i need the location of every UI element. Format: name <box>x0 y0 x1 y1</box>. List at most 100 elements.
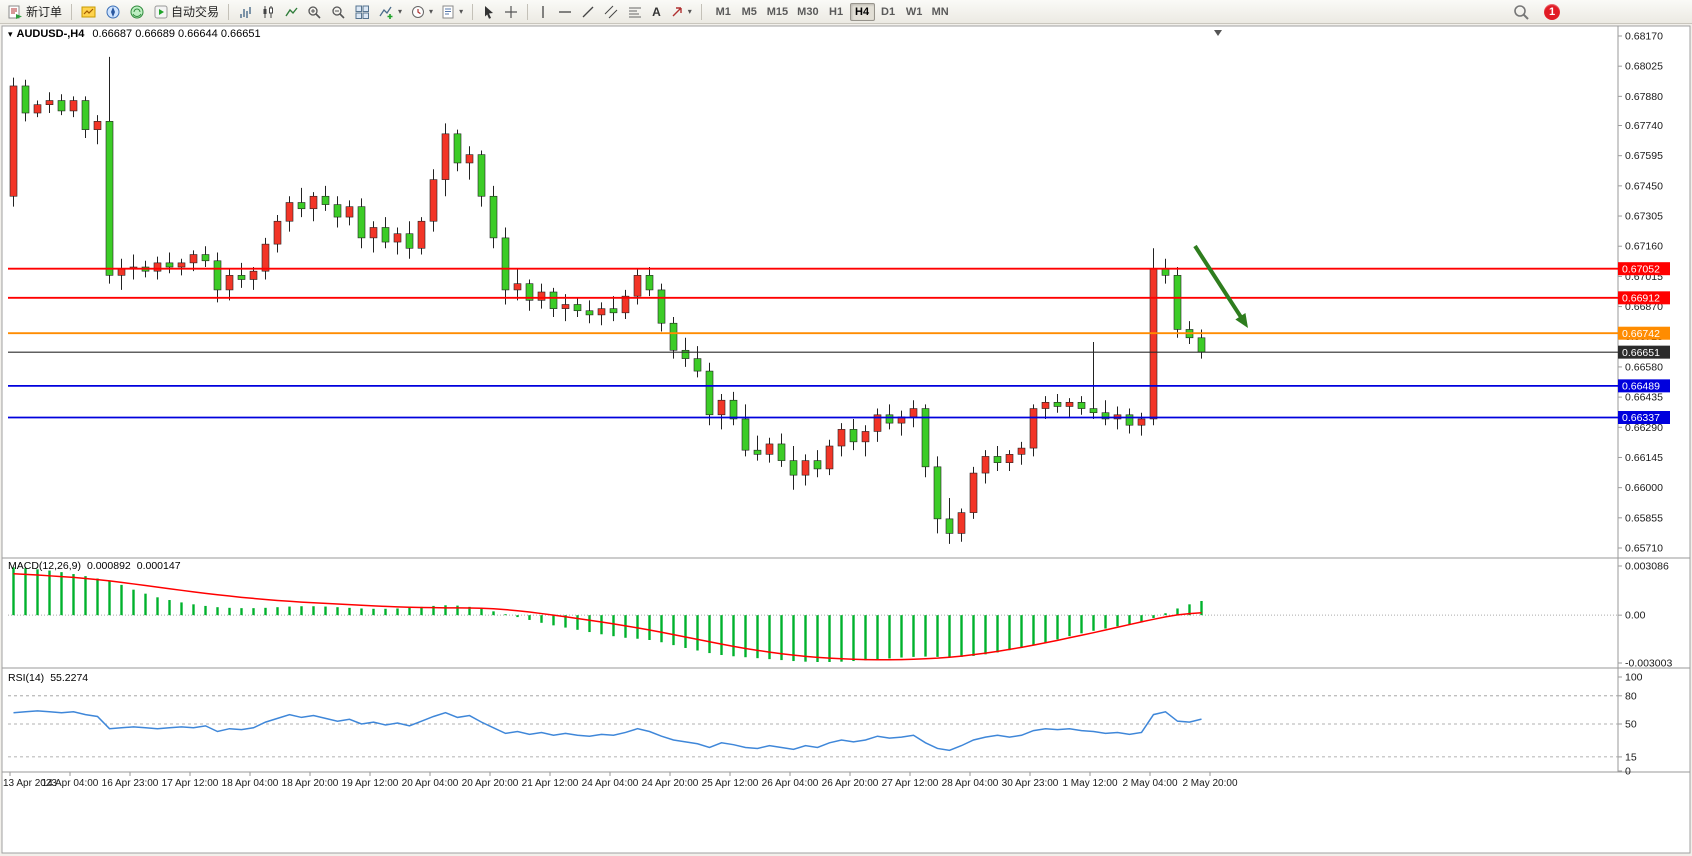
community-button[interactable] <box>126 2 149 22</box>
timeframe-button-m15[interactable]: M15 <box>763 3 792 21</box>
navigator-button[interactable] <box>102 2 125 22</box>
svg-text:0.67160: 0.67160 <box>1625 241 1663 253</box>
svg-text:0.68170: 0.68170 <box>1625 31 1663 43</box>
svg-text:21 Apr 12:00: 21 Apr 12:00 <box>522 778 579 789</box>
support-line-price-tag <box>1618 379 1670 393</box>
text-button[interactable]: A <box>648 2 665 22</box>
tile-windows-button[interactable] <box>351 2 374 22</box>
market-watch-button[interactable] <box>77 2 101 22</box>
line-chart-icon <box>284 5 298 19</box>
fibonacci-icon <box>628 5 643 19</box>
svg-text:0.66000: 0.66000 <box>1625 482 1663 494</box>
svg-text:16 Apr 23:00: 16 Apr 23:00 <box>102 778 159 789</box>
toolbar-separator <box>527 3 529 20</box>
chart-shift-marker[interactable] <box>1214 30 1222 36</box>
bid-price-line-price-tag <box>1618 345 1670 359</box>
svg-text:24 Apr 20:00: 24 Apr 20:00 <box>642 778 699 789</box>
crosshair-button[interactable] <box>500 2 522 22</box>
svg-text:28 Apr 04:00: 28 Apr 04:00 <box>942 778 999 789</box>
search-button[interactable] <box>1509 2 1534 22</box>
templates-button[interactable]: ▾ <box>438 2 467 22</box>
toolbar-separator <box>472 3 474 20</box>
svg-text:2 May 04:00: 2 May 04:00 <box>1122 778 1177 789</box>
svg-text:0.66742: 0.66742 <box>1622 328 1660 340</box>
vertical-line-button[interactable] <box>533 2 553 22</box>
annotation-arrow[interactable] <box>1193 244 1245 321</box>
toolbar-right-tools: 1 <box>1509 2 1688 22</box>
svg-text:80: 80 <box>1625 690 1637 702</box>
timeframe-button-h4[interactable]: H4 <box>849 2 875 21</box>
channel-button[interactable] <box>600 2 623 22</box>
svg-text:0.00: 0.00 <box>1625 610 1646 622</box>
timeframe-button-mn[interactable]: MN <box>928 3 953 21</box>
toolbar-separator <box>71 3 73 20</box>
svg-text:0.65710: 0.65710 <box>1625 543 1663 555</box>
svg-text:0.66489: 0.66489 <box>1622 381 1660 393</box>
svg-text:0.67052: 0.67052 <box>1622 263 1660 275</box>
channel-icon <box>604 5 619 19</box>
new-order-button[interactable]: 新订单 <box>4 2 66 22</box>
svg-text:18 Apr 04:00: 18 Apr 04:00 <box>222 778 279 789</box>
svg-text:0.66145: 0.66145 <box>1625 452 1663 464</box>
svg-text:0.66290: 0.66290 <box>1625 422 1663 434</box>
candlestick-chart-icon <box>261 5 275 19</box>
cursor-button[interactable] <box>478 2 499 22</box>
timeframe-button-h1[interactable]: H1 <box>824 3 849 21</box>
line-chart-button[interactable] <box>280 2 302 22</box>
notification-badge[interactable]: 1 <box>1544 3 1560 20</box>
rsi-indicator-label: RSI(14) 55.2274 <box>8 672 94 684</box>
fibonacci-button[interactable] <box>624 2 647 22</box>
svg-text:27 Apr 12:00: 27 Apr 12:00 <box>882 778 939 789</box>
rsi-name: RSI(14) <box>8 672 45 684</box>
rsi-value: 55.2274 <box>50 672 89 684</box>
chart-title: ▾ AUDUSD-,H4 0.66687 0.66689 0.66644 0.666… <box>8 28 261 40</box>
svg-text:0.67595: 0.67595 <box>1625 150 1663 162</box>
bar-chart-button[interactable] <box>234 2 256 22</box>
periods-button[interactable]: ▾ <box>407 2 437 22</box>
chart-ohlc-quotes: 0.66687 0.66689 0.66644 0.66651 <box>92 28 261 40</box>
svg-text:24 Apr 04:00: 24 Apr 04:00 <box>582 778 639 789</box>
timeframe-toolbar: M1 M5 M15 M30 H1 H4 D1 W1 MN <box>711 2 953 21</box>
market-watch-icon <box>81 5 97 19</box>
horizontal-line-button[interactable] <box>554 2 576 22</box>
zoom-in-icon <box>307 5 322 19</box>
trendline-button[interactable] <box>577 2 599 22</box>
timeframe-button-m5[interactable]: M5 <box>737 3 762 21</box>
pivot-line-price-tag <box>1618 326 1670 340</box>
timeframe-button-m30[interactable]: M30 <box>793 3 822 21</box>
chevron-down-icon: ▾ <box>398 6 403 16</box>
arrows-button[interactable]: ▾ <box>666 2 696 22</box>
candlestick-chart-button[interactable] <box>257 2 279 22</box>
svg-text:30 Apr 23:00: 30 Apr 23:00 <box>1002 778 1059 789</box>
chevron-down-icon: ▾ <box>459 6 464 16</box>
trendline-icon <box>581 5 595 19</box>
zoom-in-button[interactable] <box>303 2 326 22</box>
autotrading-button[interactable]: 自动交易 <box>150 2 223 22</box>
timeframe-button-d1[interactable]: D1 <box>876 3 901 21</box>
chevron-down-icon: ▾ <box>687 6 692 16</box>
svg-text:15: 15 <box>1625 751 1637 763</box>
timeframe-button-m1[interactable]: M1 <box>711 3 736 21</box>
resistance-line-price-tag <box>1618 262 1670 276</box>
svg-text:1 May 12:00: 1 May 12:00 <box>1062 778 1117 789</box>
resistance-line-price-tag <box>1618 291 1670 305</box>
crosshair-icon <box>504 5 518 19</box>
svg-text:26 Apr 20:00: 26 Apr 20:00 <box>822 778 879 789</box>
svg-text:0.66651: 0.66651 <box>1622 347 1660 359</box>
bar-chart-icon <box>238 5 252 19</box>
autotrading-label: 自动交易 <box>171 5 220 19</box>
svg-text:17 Apr 12:00: 17 Apr 12:00 <box>162 778 219 789</box>
svg-text:50: 50 <box>1625 719 1637 731</box>
new-order-icon <box>8 5 23 19</box>
timeframe-button-w1[interactable]: W1 <box>902 3 927 21</box>
periods-icon <box>411 5 425 19</box>
chevron-down-icon: ▾ <box>429 6 434 16</box>
svg-text:0.003086: 0.003086 <box>1625 561 1669 573</box>
toolbar-separator <box>228 3 230 20</box>
indicators-button[interactable]: ▾ <box>375 2 406 22</box>
svg-text:0.67305: 0.67305 <box>1625 211 1663 223</box>
svg-text:20 Apr 20:00: 20 Apr 20:00 <box>462 778 519 789</box>
navigator-icon <box>106 5 121 19</box>
zoom-out-button[interactable] <box>327 2 350 22</box>
